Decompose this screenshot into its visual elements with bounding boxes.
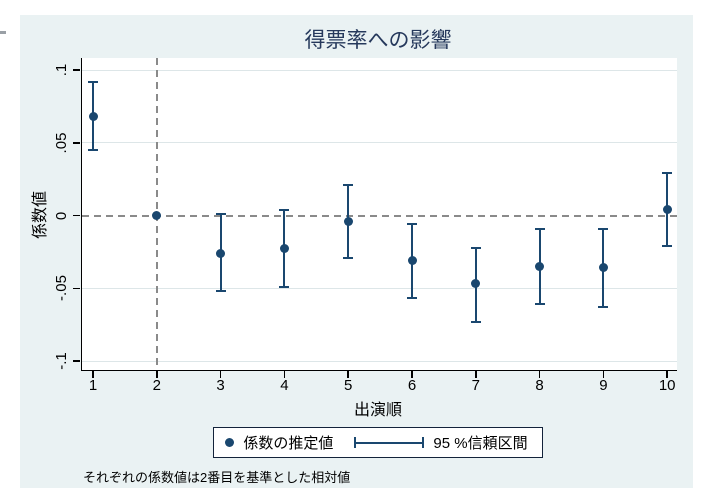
x-axis-title: 出演順 (353, 402, 402, 419)
legend-label-estimate: 係数の推定値 (243, 435, 334, 452)
y-tick-label: .1 (52, 63, 70, 77)
ci-cap-top (662, 172, 673, 175)
ci-cap-bottom (343, 256, 354, 259)
x-tick-label: 4 (280, 377, 289, 394)
y-tick-label: 0 (52, 211, 70, 220)
ci-cap-top (407, 223, 417, 226)
ci-cap-bottom (88, 149, 98, 152)
estimate-marker (152, 211, 162, 220)
ci-cap-bottom (662, 245, 673, 248)
plot-area: .1 .05 0 -.05 -.1 1 2 3 4 5 6 7 8 9 10 (53, 58, 677, 394)
x-tick (411, 371, 413, 378)
x-tick (602, 371, 605, 378)
y-tick (73, 287, 80, 289)
plot-layer: .1 .05 0 -.05 -.1 1 2 3 4 5 6 7 8 9 10 (53, 58, 677, 394)
ci-cap-top (215, 213, 226, 216)
x-tick-label: 7 (471, 377, 480, 394)
estimate-marker (471, 279, 481, 289)
y-tick-label: -.05 (52, 275, 70, 302)
y-gridline (81, 142, 677, 144)
ci-cap-top (88, 80, 98, 83)
legend-label-ci: 95 %信頼区間 (433, 435, 528, 452)
y-gridline (81, 360, 677, 362)
y-gridline (81, 69, 677, 71)
y-axis-title: 係数値 (32, 191, 49, 240)
y-tick (73, 360, 80, 362)
chart-title: 得票率への影響 (304, 29, 452, 52)
x-tick-label: 8 (535, 377, 544, 394)
y-tick-label: .05 (52, 132, 70, 154)
y-tick (73, 69, 80, 71)
x-tick (538, 371, 541, 378)
ci-cap-bottom (598, 306, 609, 309)
x-tick (92, 371, 94, 378)
estimate-marker (407, 256, 417, 266)
estimate-marker (535, 261, 545, 271)
x-tick-label: 1 (88, 377, 98, 394)
x-tick-label: 5 (344, 377, 353, 394)
y-gridline (81, 287, 677, 289)
x-tick (666, 371, 668, 378)
ci-cap-bottom (279, 285, 290, 288)
x-tick-label: 9 (599, 377, 608, 394)
confidence-interval-icon (354, 436, 425, 449)
estimate-marker (598, 263, 608, 273)
estimate-marker (343, 216, 353, 226)
ci-cap-top (470, 246, 481, 249)
ci-cap-top (343, 183, 354, 186)
ci-cap-bottom (470, 320, 481, 323)
estimate-marker (662, 205, 672, 215)
estimate-marker-icon (225, 438, 235, 447)
y-tick (73, 142, 80, 144)
x-tick (156, 371, 158, 378)
ci-cap-top (279, 208, 290, 211)
x-tick-label: 10 (658, 377, 676, 394)
estimate-marker (216, 248, 226, 258)
footnote: それぞれの係数値は2番目を基準とした相対値 (83, 470, 351, 485)
legend-row: 係数の推定値 95 %信頼区間 (80, 427, 676, 458)
x-tick (219, 371, 222, 378)
estimate-marker (88, 112, 98, 122)
ci-cap-bottom (407, 297, 417, 300)
x-tick-label: 6 (407, 377, 417, 394)
y-tick (73, 214, 80, 217)
x-tick (475, 371, 477, 378)
ci-cap-top (534, 227, 545, 230)
x-tick-label: 2 (152, 377, 161, 394)
x-tick (347, 371, 349, 378)
estimate-marker (279, 244, 289, 254)
ci-cap-bottom (534, 303, 545, 306)
zero-reference-line (81, 214, 677, 217)
legend: 係数の推定値 95 %信頼区間 (213, 427, 543, 458)
y-tick-label: -.1 (52, 352, 70, 370)
ci-cap-bottom (215, 290, 226, 293)
chart-panel: 得票率への影響 .1 .05 0 -.05 -.1 1 2 3 4 5 6 7 8 9 10 係数値 出演順… (20, 15, 693, 488)
ci-cap-top (598, 227, 609, 230)
screen-edge-artifact (0, 31, 6, 34)
x-tick (283, 371, 286, 378)
x-tick-label: 3 (216, 377, 225, 394)
